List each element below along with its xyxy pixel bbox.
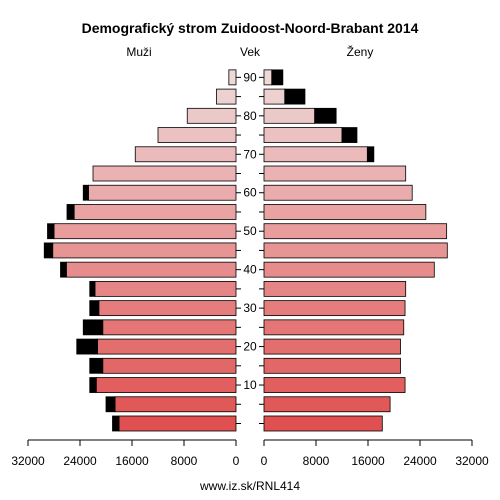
women-extra-85-89 — [284, 88, 306, 105]
age-tick-label-20: 20 — [243, 340, 257, 354]
chart-title: Demografický strom Zuidoost-Noord-Braban… — [82, 20, 419, 36]
age-tick-label-40: 40 — [243, 263, 257, 277]
men-bar-85-89 — [216, 88, 237, 105]
men-bar-65-69 — [92, 165, 237, 182]
age-tick-label-90: 90 — [243, 70, 257, 84]
men-x-tick-label-0: 0 — [233, 454, 240, 468]
women-bar-50-54 — [263, 223, 448, 240]
age-tick-label-70: 70 — [243, 147, 257, 161]
women-bar-90+ — [263, 69, 273, 86]
women-bar-15-19 — [263, 357, 401, 374]
men-extra-40-44 — [60, 261, 67, 278]
women-bar-60-64 — [263, 184, 413, 201]
women-bar-30-34 — [263, 300, 406, 317]
women-extra-70-74 — [366, 146, 375, 163]
women-bar-40-44 — [263, 261, 435, 278]
women-extra-90+ — [271, 69, 284, 86]
men-extra-5-9 — [105, 396, 116, 413]
women-bar-10-14 — [263, 377, 406, 393]
men-bar-20-24 — [97, 338, 237, 355]
men-extra-50-54 — [47, 223, 55, 240]
men-x-axis: 32000 24000 16000 8000 0 — [11, 439, 240, 468]
men-bar-75-79 — [157, 127, 237, 143]
women-bar-70-74 — [263, 146, 368, 163]
source-footer: www.iz.sk/RNL414 — [199, 479, 300, 493]
women-bar-20-24 — [263, 338, 401, 355]
women-bar-55-59 — [263, 204, 427, 220]
men-bar-30-34 — [98, 300, 237, 317]
men-bars — [43, 69, 237, 432]
men-extra-20-24 — [76, 338, 98, 355]
women-x-tick-label-16000: 16000 — [351, 454, 385, 468]
men-bar-70-74 — [134, 146, 237, 163]
age-tick-label-50: 50 — [243, 224, 257, 238]
women-label: Ženy — [347, 44, 374, 59]
women-extra-75-79 — [341, 127, 358, 143]
age-label: Vek — [240, 45, 261, 59]
women-bar-5-9 — [263, 396, 391, 413]
men-extra-30-34 — [89, 300, 100, 317]
women-bars — [263, 69, 448, 432]
men-bar-45-49 — [52, 242, 237, 259]
age-tick-label-60: 60 — [243, 186, 257, 200]
men-bar-10-14 — [95, 377, 237, 393]
women-bar-45-49 — [263, 242, 448, 259]
women-bar-25-29 — [263, 319, 405, 336]
women-bar-0-4 — [263, 415, 383, 432]
men-bar-25-29 — [102, 319, 237, 336]
women-x-tick-label-8000: 8000 — [303, 454, 330, 468]
men-bar-55-59 — [73, 204, 237, 220]
men-bar-50-54 — [53, 223, 237, 240]
men-extra-55-59 — [66, 204, 75, 220]
men-bar-15-19 — [102, 357, 237, 374]
women-bar-85-89 — [263, 88, 286, 105]
men-bar-80-84 — [186, 107, 237, 124]
men-extra-45-49 — [43, 242, 54, 259]
men-extra-60-64 — [82, 184, 89, 201]
women-x-axis: 0 8000 16000 24000 32000 — [261, 439, 489, 468]
women-bar-35-39 — [263, 280, 407, 297]
men-label: Muži — [126, 45, 151, 59]
men-extra-10-14 — [89, 377, 97, 393]
men-x-tick-label-8000: 8000 — [171, 454, 198, 468]
age-tick-label-10: 10 — [243, 378, 257, 392]
men-extra-25-29 — [82, 319, 104, 336]
women-x-tick-label-0: 0 — [261, 454, 268, 468]
men-x-tick-label-32000: 32000 — [11, 454, 45, 468]
men-extra-35-39 — [89, 280, 96, 297]
men-bar-90+ — [228, 69, 237, 86]
men-x-tick-label-16000: 16000 — [115, 454, 149, 468]
men-extra-0-4 — [112, 415, 120, 432]
women-bar-75-79 — [263, 127, 343, 143]
age-tick-label-30: 30 — [243, 301, 257, 315]
women-bar-80-84 — [263, 107, 316, 124]
men-bar-60-64 — [88, 184, 237, 201]
women-x-tick-label-24000: 24000 — [403, 454, 437, 468]
women-extra-80-84 — [314, 107, 337, 124]
men-bar-0-4 — [118, 415, 237, 432]
men-bar-5-9 — [114, 396, 237, 413]
age-tick-label-80: 80 — [243, 109, 257, 123]
men-x-tick-label-24000: 24000 — [63, 454, 97, 468]
men-extra-15-19 — [89, 357, 104, 374]
age-axis: 10 20 30 40 50 60 70 80 90 — [236, 70, 264, 424]
women-x-tick-label-32000: 32000 — [455, 454, 489, 468]
men-bar-40-44 — [65, 261, 237, 278]
men-bar-35-39 — [94, 280, 237, 297]
women-bar-65-69 — [263, 165, 407, 182]
